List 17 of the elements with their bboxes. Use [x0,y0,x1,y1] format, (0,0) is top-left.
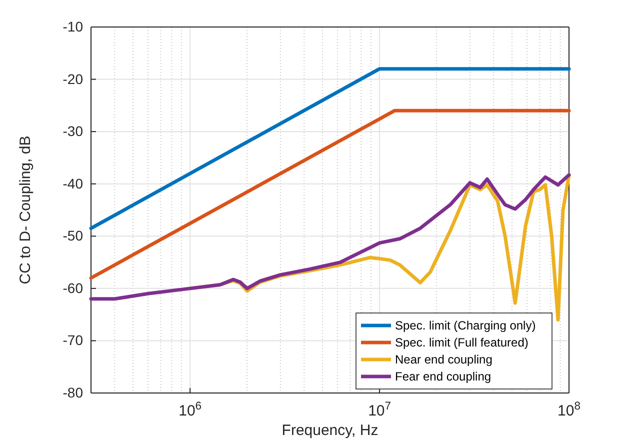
y-tick-label: -40 [62,175,84,192]
legend-label: Near end coupling [395,352,492,367]
legend-label: Fear end coupling [395,370,492,384]
y-axis-title: CC to D- Coupling, dB [17,136,34,284]
x-tick-label: 10$^{8}$ [558,400,580,420]
y-tick-label: -70 [62,332,84,348]
y-tick-label: -20 [62,70,84,87]
y-tick-label: -30 [62,123,84,140]
y-tick-label: -50 [62,228,84,244]
x-tick-label: 10$^{6}$ [178,400,202,420]
x-axis-title: Frequency, Hz [282,422,378,439]
y-tick-label: -10 [62,18,84,34]
legend-label: Spec. limit (Full featured) [395,336,528,350]
y-tick-label: -60 [62,280,84,296]
legend-label: Spec. limit (Charging only) [395,318,536,333]
y-tick-label: -80 [62,384,84,400]
x-tick-label: 10$^{7}$ [368,400,392,420]
